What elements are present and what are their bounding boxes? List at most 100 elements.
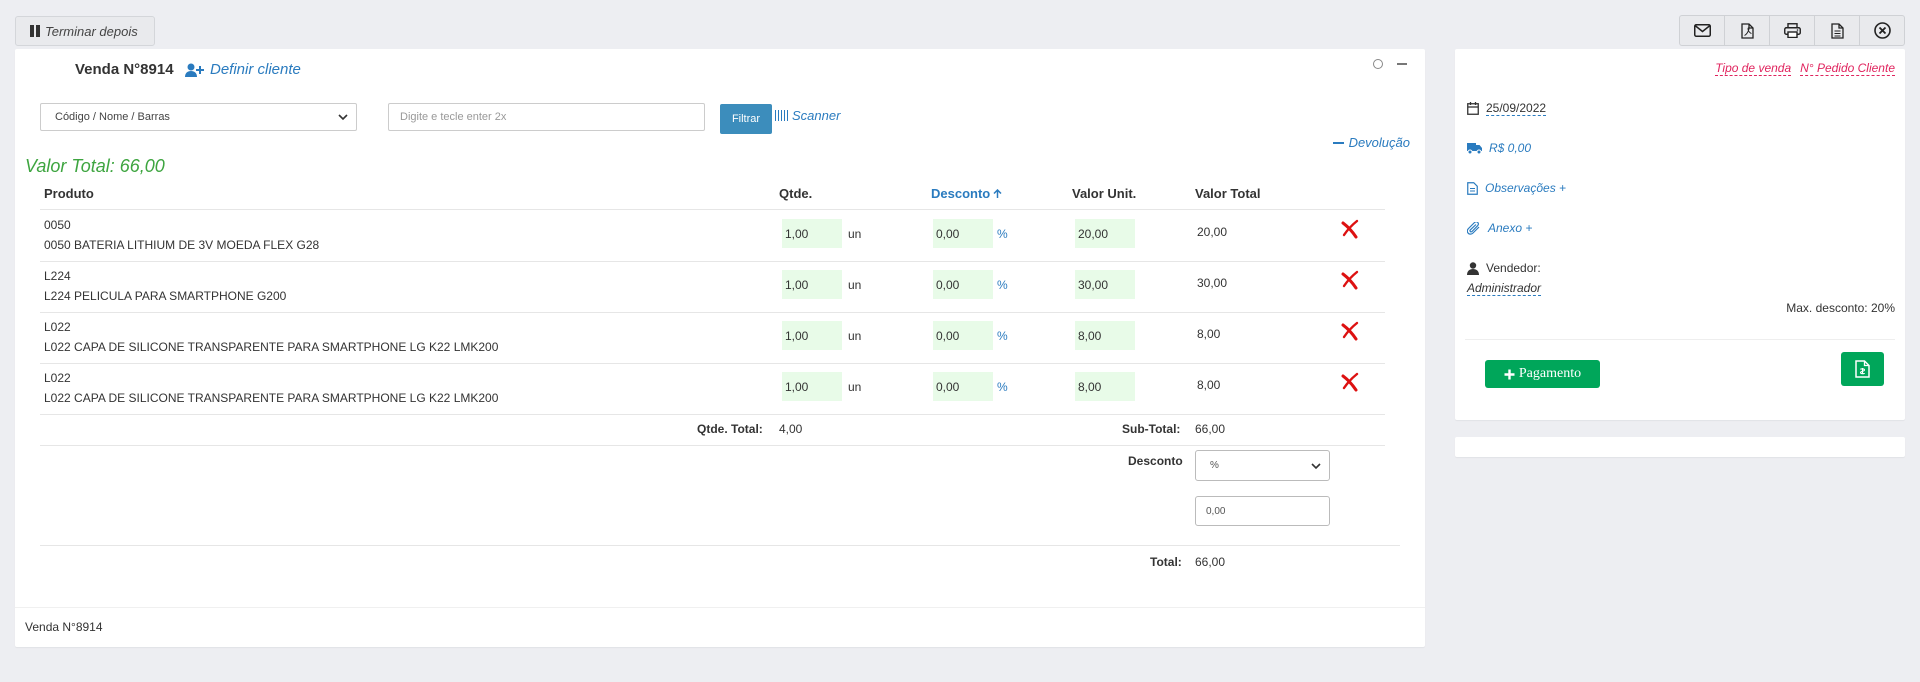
delete-x-icon[interactable] — [1340, 270, 1360, 290]
discount-percent-toggle[interactable]: % — [997, 227, 1008, 241]
search-type-select[interactable]: Código / Nome / Barras — [40, 103, 357, 131]
plus-icon — [1504, 369, 1515, 379]
row-divider — [40, 312, 1385, 313]
row-divider — [40, 261, 1385, 262]
header-qty: Qtde. — [779, 186, 813, 201]
unit-price-input[interactable]: 20,00 — [1075, 219, 1135, 248]
total-value: 66,00 — [1195, 555, 1226, 569]
footer-divider — [15, 607, 1425, 608]
unit-label: un — [848, 329, 862, 343]
unit-label: un — [848, 380, 862, 394]
table-row: L022 L022 CAPA DE SILICONE TRANSPARENTE … — [15, 363, 1425, 414]
payment-label: Pagamento — [1518, 366, 1582, 381]
filter-button[interactable]: Filtrar — [720, 104, 772, 134]
unit-price-input[interactable]: 8,00 — [1075, 321, 1135, 350]
freight-field[interactable]: R$ 0,00 — [1467, 141, 1531, 155]
barcode-icon — [775, 110, 789, 121]
minus-icon — [1332, 141, 1344, 144]
minimize-icon[interactable] — [1397, 63, 1407, 65]
sale-details-panel: Tipo de venda N° Pedido Cliente 25/09/20… — [1455, 49, 1905, 420]
finish-later-button[interactable]: Terminar depois — [15, 16, 155, 46]
delete-x-icon[interactable] — [1340, 219, 1360, 239]
product-name: L224 PELICULA PARA SMARTPHONE G200 — [44, 289, 287, 303]
discount-type-select[interactable]: % — [1195, 450, 1330, 481]
close-button[interactable] — [1859, 15, 1905, 46]
side-divider — [1465, 339, 1895, 340]
document-icon — [1467, 181, 1478, 195]
truck-icon — [1467, 142, 1482, 154]
discount-percent-toggle[interactable]: % — [997, 329, 1008, 343]
discount-value-input[interactable]: 0,00 — [1195, 496, 1330, 526]
total-value-heading: Valor Total: 66,00 — [25, 156, 165, 176]
sale-panel: Venda N°8914 Definir cliente Código / No… — [15, 49, 1425, 647]
table-row: 0050 0050 BATERIA LITHIUM DE 3V MOEDA FL… — [15, 210, 1425, 261]
envelope-icon — [1693, 24, 1711, 37]
totals-divider — [40, 445, 1385, 446]
header-discount-sort[interactable]: Desconto — [931, 186, 1002, 201]
pause-icon — [30, 25, 40, 37]
total-label: Total: — [1150, 555, 1182, 569]
generate-document-button[interactable] — [1841, 352, 1884, 386]
delete-x-icon[interactable] — [1340, 321, 1360, 341]
row-divider — [40, 363, 1385, 364]
attachment-field[interactable]: Anexo + — [1467, 221, 1532, 235]
product-code: 0050 — [44, 218, 71, 232]
attachment-label: Anexo + — [1488, 221, 1533, 235]
discount-input[interactable]: 0,00 — [933, 219, 993, 248]
print-button[interactable] — [1769, 15, 1815, 46]
discount-input[interactable]: 0,00 — [933, 270, 993, 299]
subtotal-value: 66,00 — [1195, 422, 1226, 436]
return-link[interactable]: Devolução — [1332, 135, 1410, 150]
product-code: L224 — [44, 269, 71, 283]
add-user-icon — [185, 63, 204, 77]
qty-input[interactable]: 1,00 — [782, 372, 842, 401]
product-name: 0050 BATERIA LITHIUM DE 3V MOEDA FLEX G2… — [44, 238, 320, 252]
circle-icon[interactable] — [1373, 59, 1383, 69]
pdf-icon — [1740, 22, 1754, 39]
qty-input[interactable]: 1,00 — [782, 270, 842, 299]
document-button[interactable] — [1814, 15, 1860, 46]
product-search-input[interactable]: Digite e tecle enter 2x — [388, 103, 705, 131]
side-links: Tipo de venda N° Pedido Cliente — [1715, 61, 1895, 76]
discount-type-value: % — [1210, 460, 1219, 471]
define-client-label: Definir cliente — [210, 61, 301, 78]
qty-input[interactable]: 1,00 — [782, 321, 842, 350]
sort-up-icon — [993, 188, 1002, 198]
top-toolbar — [1679, 15, 1905, 46]
seller-name-field[interactable]: Administrador — [1467, 281, 1542, 296]
row-divider — [40, 414, 1385, 415]
scanner-link[interactable]: Scanner — [775, 108, 840, 123]
sale-type-link[interactable]: Tipo de venda — [1715, 61, 1792, 76]
pdf-button[interactable] — [1724, 15, 1770, 46]
discount-label: Desconto — [1128, 454, 1183, 468]
discount-input[interactable]: 0,00 — [933, 372, 993, 401]
row-total: 8,00 — [1197, 378, 1221, 392]
table-row: L022 L022 CAPA DE SILICONE TRANSPARENTE … — [15, 312, 1425, 363]
seller-label: Vendedor: — [1486, 261, 1541, 275]
search-placeholder: Digite e tecle enter 2x — [400, 111, 507, 123]
unit-label: un — [848, 278, 862, 292]
discount-input[interactable]: 0,00 — [933, 321, 993, 350]
discount-divider — [40, 545, 1400, 546]
chevron-down-icon — [338, 114, 348, 121]
notes-field[interactable]: Observações + — [1467, 181, 1566, 195]
qty-input[interactable]: 1,00 — [782, 219, 842, 248]
header-unit-value: Valor Unit. — [1072, 186, 1137, 201]
qty-total-label: Qtde. Total: — [697, 422, 763, 436]
email-button[interactable] — [1679, 15, 1725, 46]
unit-price-input[interactable]: 8,00 — [1075, 372, 1135, 401]
payment-button[interactable]: Pagamento — [1485, 360, 1600, 388]
product-code: L022 — [44, 371, 71, 385]
define-client-link[interactable]: Definir cliente — [185, 61, 301, 78]
delete-x-icon[interactable] — [1340, 372, 1360, 392]
date-field[interactable]: 25/09/2022 — [1467, 101, 1547, 116]
client-order-link[interactable]: N° Pedido Cliente — [1800, 61, 1895, 76]
paperclip-icon — [1467, 221, 1480, 235]
secondary-panel — [1455, 437, 1905, 457]
return-label: Devolução — [1348, 135, 1410, 150]
discount-percent-toggle[interactable]: % — [997, 278, 1008, 292]
row-total: 8,00 — [1197, 327, 1221, 341]
unit-price-input[interactable]: 30,00 — [1075, 270, 1135, 299]
discount-percent-toggle[interactable]: % — [997, 380, 1008, 394]
scanner-label: Scanner — [792, 108, 841, 123]
